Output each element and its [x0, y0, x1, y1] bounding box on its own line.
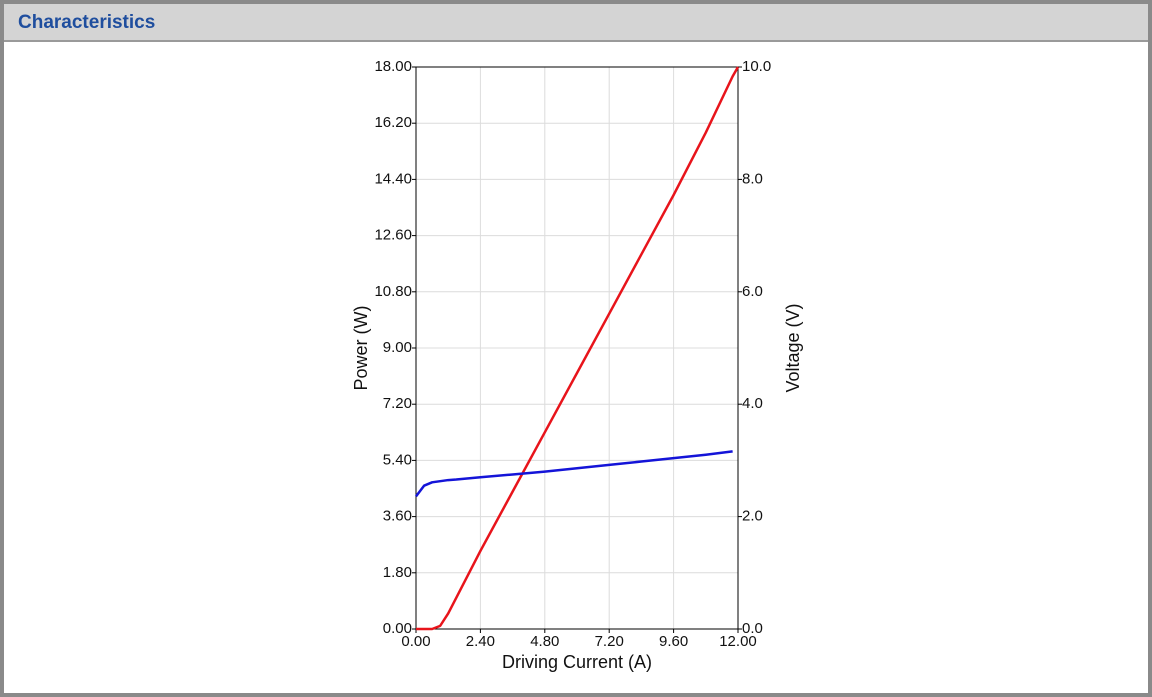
panel-title: Characteristics: [18, 12, 156, 33]
plot-frame: [415, 66, 739, 630]
y-tick-label: 7.20: [383, 395, 412, 412]
series-line: [415, 450, 733, 498]
y-tick-label: 3.60: [383, 508, 412, 525]
y2-tick-label: 10.0: [742, 58, 771, 75]
y-tick-label: 18.00: [374, 58, 412, 75]
x-tick-label: 0.00: [401, 633, 430, 650]
y2-axis-label: Voltage (V): [783, 303, 803, 392]
x-tick-label: 7.20: [595, 633, 624, 650]
x-tick-label: 2.40: [466, 633, 495, 650]
y-tick-label: 5.40: [383, 451, 412, 468]
y-axis-label: Power (W): [351, 306, 371, 391]
y2-tick-label: 0.0: [742, 620, 763, 637]
y-tick-label: 16.20: [374, 114, 412, 131]
series-line: [416, 66, 740, 631]
y-tick-label: 14.40: [374, 170, 412, 187]
y-tick-label: 1.80: [383, 564, 412, 581]
y-tick-label: 9.00: [383, 339, 412, 356]
panel-header: Characteristics: [4, 4, 1148, 42]
x-tick-label: 12.00: [719, 633, 757, 650]
y-tick-label: 12.60: [374, 227, 412, 244]
y2-tick-label: 2.0: [742, 508, 763, 525]
x-tick-label: 4.80: [530, 633, 559, 650]
chart: 0.00 2.40 4.80 7.20 9.60 12.00 0.00 1.80 3.60 5.4…: [351, 58, 803, 672]
y2-tick-label: 8.0: [742, 170, 763, 187]
x-axis-label: Driving Current (A): [502, 652, 652, 672]
y-tick-label: 10.80: [374, 283, 412, 300]
y2-tick-label: 6.0: [742, 283, 763, 300]
x-tick-label: 9.60: [659, 633, 688, 650]
y2-tick-label: 4.0: [742, 395, 763, 412]
y-tick-label: 0.00: [383, 620, 412, 637]
